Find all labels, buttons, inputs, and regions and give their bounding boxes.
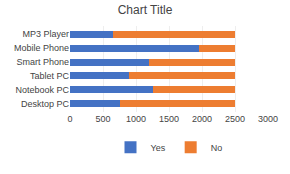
- svg-text:Notebook PC: Notebook PC: [15, 85, 69, 95]
- svg-text:Tablet PC: Tablet PC: [30, 71, 70, 81]
- svg-text:3000: 3000: [258, 114, 278, 124]
- svg-text:2000: 2000: [192, 114, 212, 124]
- svg-text:2500: 2500: [225, 114, 245, 124]
- svg-text:Chart Title: Chart Title: [118, 3, 173, 17]
- svg-text:Smart Phone: Smart Phone: [16, 57, 69, 67]
- svg-text:0: 0: [67, 114, 72, 124]
- svg-text:500: 500: [95, 114, 110, 124]
- svg-text:Yes: Yes: [151, 143, 166, 153]
- svg-text:MP3 Player: MP3 Player: [22, 29, 69, 39]
- svg-text:1500: 1500: [159, 114, 179, 124]
- svg-text:1000: 1000: [126, 114, 146, 124]
- svg-text:Mobile Phone: Mobile Phone: [14, 43, 69, 53]
- svg-text:No: No: [211, 143, 223, 153]
- svg-text:Desktop PC: Desktop PC: [21, 99, 70, 109]
